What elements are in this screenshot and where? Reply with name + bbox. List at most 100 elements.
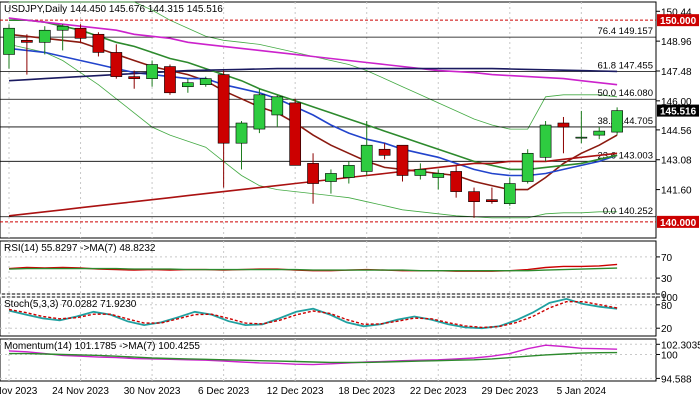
x-tick-label: 29 Dec 2023 bbox=[481, 386, 538, 397]
candle bbox=[325, 169, 337, 194]
y-tick-label: 30 bbox=[661, 274, 673, 285]
candle bbox=[38, 26, 51, 55]
candle-body bbox=[199, 78, 212, 86]
candle-body bbox=[253, 94, 266, 130]
x-tick-label: 22 Dec 2023 bbox=[410, 386, 467, 397]
y-tick-label: 20 bbox=[661, 324, 673, 335]
candle-body bbox=[146, 64, 158, 79]
y-tick-label: 70 bbox=[661, 253, 673, 264]
x-tick-label: 5 Jan 2024 bbox=[557, 386, 607, 397]
candle-body bbox=[3, 27, 15, 55]
candle bbox=[342, 161, 355, 184]
candle-body bbox=[378, 148, 391, 156]
moving-average-line bbox=[8, 17, 618, 86]
candle-body bbox=[74, 27, 87, 39]
candle-body bbox=[128, 76, 141, 79]
candle bbox=[271, 94, 284, 128]
candle bbox=[235, 121, 248, 170]
candle-body bbox=[360, 144, 373, 172]
y-tick-label: 141.60 bbox=[661, 186, 692, 197]
candle bbox=[182, 78, 194, 93]
candle bbox=[164, 64, 176, 95]
candle bbox=[217, 70, 230, 188]
candle-body bbox=[271, 96, 284, 116]
candle bbox=[486, 187, 498, 204]
candle-body bbox=[432, 173, 445, 178]
moving-average-line bbox=[8, 47, 618, 177]
candle bbox=[128, 70, 141, 89]
candle-body bbox=[575, 136, 588, 139]
candle bbox=[146, 60, 158, 87]
y-tick-label: 148.96 bbox=[661, 37, 692, 48]
candle-body bbox=[503, 183, 516, 205]
price-level-tag bbox=[657, 215, 699, 228]
indicator-panel-title: Momentum(14) 101.1785 ->MA(7) 100.4255 bbox=[4, 341, 200, 352]
x-tick-label: 18 Dec 2023 bbox=[338, 386, 395, 397]
fib-level-label: 50.0 146.080 bbox=[598, 88, 653, 99]
candle bbox=[539, 121, 552, 162]
candle bbox=[468, 187, 480, 218]
candle bbox=[74, 24, 87, 43]
y-tick-label: 94.588 bbox=[661, 374, 692, 385]
candle-body bbox=[539, 124, 552, 158]
panel-frame-0 bbox=[0, 1, 657, 239]
candle bbox=[199, 76, 212, 87]
fib-level-label: 38.2 144.705 bbox=[598, 116, 653, 127]
candle bbox=[307, 153, 319, 204]
candle bbox=[360, 121, 373, 176]
candle-body bbox=[450, 171, 462, 192]
price-level-tag bbox=[657, 14, 699, 27]
y-tick-label: 144.56 bbox=[661, 126, 692, 137]
y-tick-label: 100 bbox=[661, 350, 678, 361]
candle bbox=[253, 88, 266, 134]
candle bbox=[414, 163, 427, 180]
panel-frame-3 bbox=[0, 338, 657, 382]
candle-body bbox=[56, 25, 69, 31]
x-tick-label: 12 Dec 2023 bbox=[267, 386, 324, 397]
price-level-label: 140.000 bbox=[660, 218, 697, 229]
candle-body bbox=[468, 191, 480, 202]
x-tick-label: 20 Nov 2023 bbox=[0, 386, 38, 397]
current-price-tag bbox=[657, 104, 699, 117]
y-tick-label: 0 bbox=[661, 290, 667, 301]
fib-level-label: 76.4 149.157 bbox=[598, 26, 653, 37]
candle bbox=[3, 24, 15, 69]
x-tick-label: 6 Dec 2023 bbox=[198, 386, 250, 397]
indicator-series-line bbox=[8, 344, 618, 366]
candle bbox=[557, 116, 570, 154]
candle-body bbox=[307, 163, 319, 184]
candle bbox=[110, 44, 123, 79]
price-panel-title: USDJPY,Daily 144.450 145.676 144.315 145… bbox=[4, 4, 223, 15]
candle-body bbox=[342, 165, 355, 178]
indicator-series-line bbox=[8, 301, 618, 329]
y-tick-label: 150.44 bbox=[661, 7, 692, 18]
moving-average-line bbox=[8, 67, 618, 82]
candle-body bbox=[21, 40, 33, 43]
candle-body bbox=[557, 122, 570, 128]
candle bbox=[56, 24, 69, 51]
candle-body bbox=[325, 173, 337, 182]
candle bbox=[432, 169, 445, 190]
candle bbox=[521, 149, 534, 184]
indicator-panel-title: RSI(14) 55.8297 ->MA(7) 48.8232 bbox=[4, 243, 156, 254]
x-tick-label: 24 Nov 2023 bbox=[52, 386, 109, 397]
x-tick-label: 30 Nov 2023 bbox=[124, 386, 181, 397]
candle bbox=[450, 165, 462, 198]
candle-body bbox=[521, 152, 534, 182]
candle-body bbox=[92, 33, 105, 53]
fib-level-label: 0.0 140.252 bbox=[603, 206, 653, 217]
candle-body bbox=[486, 199, 498, 202]
fib-level-label: 61.8 147.455 bbox=[598, 60, 653, 71]
y-tick-label: 102.3035 bbox=[661, 340, 700, 351]
candle-body bbox=[182, 82, 194, 88]
candle-body bbox=[235, 122, 248, 144]
candle bbox=[92, 32, 105, 57]
y-tick-label: 143.08 bbox=[661, 156, 692, 167]
moving-average-line bbox=[8, 33, 618, 191]
y-tick-label: 146.00 bbox=[661, 97, 692, 108]
candle-body bbox=[38, 29, 51, 43]
current-price-label: 145.516 bbox=[660, 107, 697, 118]
candle bbox=[21, 34, 33, 75]
indicator-series-line bbox=[8, 267, 618, 272]
